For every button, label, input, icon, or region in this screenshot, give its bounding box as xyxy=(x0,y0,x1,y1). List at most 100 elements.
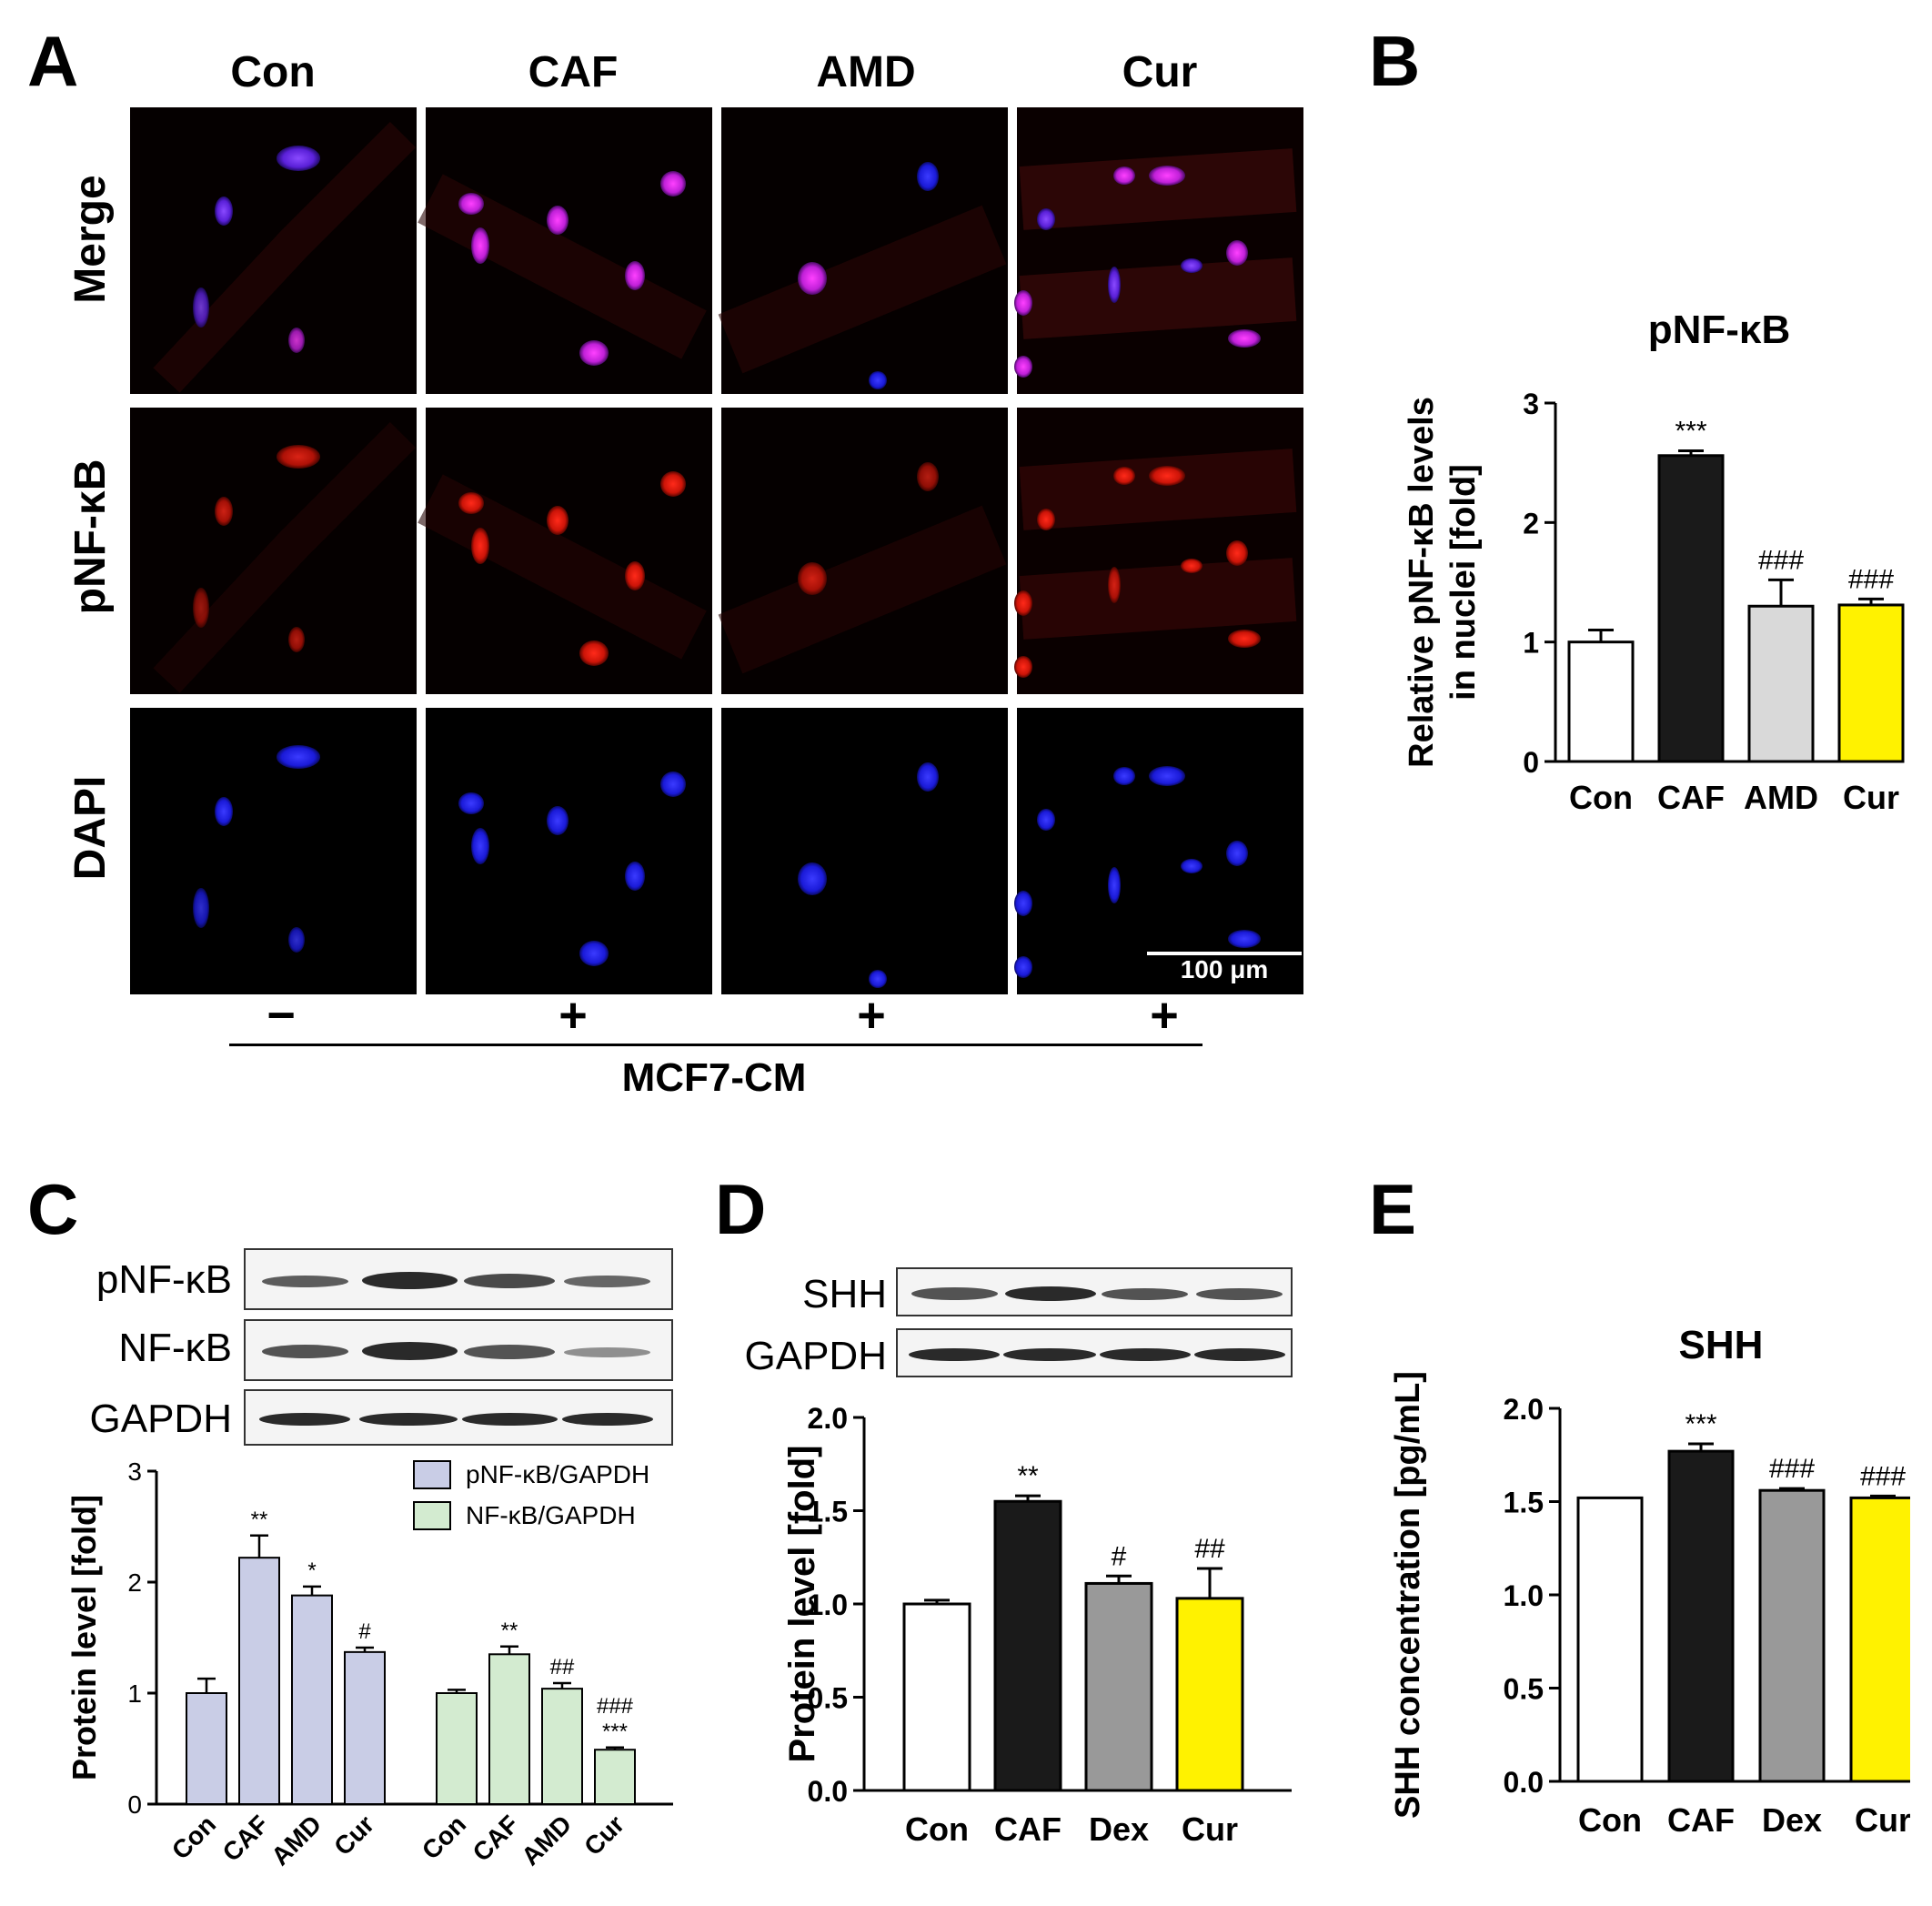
chart-c-category-label: AMD xyxy=(516,1810,577,1871)
chart-b-bar-amd xyxy=(1747,604,1815,763)
chart-d-svg: Protein level [fold] 0.0 0.5 1.0 1.5 2.0 Con **… xyxy=(782,1402,1292,1848)
tile-dapi-caf xyxy=(426,708,712,994)
chart-d-annotation: # xyxy=(1112,1541,1127,1571)
treatment-bracket-line xyxy=(229,1044,1202,1046)
chart-e-category-label: Dex xyxy=(1762,1801,1822,1839)
chart-c-bar-nfkb-con xyxy=(436,1692,478,1805)
chart-d-ytick-label: 1.5 xyxy=(808,1496,848,1528)
chart-c-category-label: CAF xyxy=(217,1810,275,1867)
chart-c-ylabel: Protein level [fold] xyxy=(65,1495,103,1780)
panel-c-letter: C xyxy=(27,1169,79,1249)
blot-d-label-shh: SHH xyxy=(802,1272,887,1316)
panel-d-letter: D xyxy=(715,1169,767,1249)
chart-e-bar-cur xyxy=(1849,1496,1917,1783)
tile-pnfkb-amd xyxy=(718,408,1008,694)
column-label-con: Con xyxy=(230,48,316,96)
blot-d-gapdh xyxy=(896,1328,1293,1377)
chart-d-category-label: CAF xyxy=(994,1810,1062,1848)
chart-b-ytick-label: 1 xyxy=(1523,627,1539,660)
chart-c-bar-nfkb-caf xyxy=(488,1653,530,1805)
chart-c-bar-pnfkb-caf xyxy=(238,1557,280,1805)
chart-c: Protein level [fold] 0 1 2 3 Con ** CAF * AMD # Cur… xyxy=(55,1447,691,1892)
row-label-pnfkb: pNF-κB xyxy=(66,459,115,615)
chart-e-category-label: Cur xyxy=(1855,1801,1910,1839)
panel-b-letter: B xyxy=(1369,21,1421,101)
treatment-sign-con: − xyxy=(267,988,296,1043)
chart-c-ytick-label: 2 xyxy=(127,1568,142,1597)
chart-e-category-label: Con xyxy=(1578,1801,1642,1839)
treatment-sign-cur: + xyxy=(1150,988,1179,1043)
chart-c-legend-swatch-pnfkb xyxy=(413,1460,451,1489)
chart-c-ytick-label: 0 xyxy=(127,1790,142,1819)
chart-c-bar-pnfkb-con xyxy=(186,1692,227,1805)
chart-e-bar-dex xyxy=(1758,1488,1826,1783)
blot-c-gapdh xyxy=(244,1389,673,1446)
chart-c-annotation: ** xyxy=(251,1508,268,1532)
chart-b-category-label: CAF xyxy=(1657,779,1725,816)
chart-b-ytick-label: 2 xyxy=(1523,507,1539,540)
chart-e-annotation: *** xyxy=(1685,1409,1716,1439)
chart-c-annotation: # xyxy=(358,1619,371,1644)
tile-dapi-cur xyxy=(1014,708,1303,994)
chart-d-ytick-label: 1.0 xyxy=(808,1588,848,1621)
chart-b-category-label: AMD xyxy=(1744,779,1818,816)
chart-d-bar-cur xyxy=(1175,1597,1244,1792)
blot-c-label-pnfkb: pNF-κB xyxy=(96,1257,232,1302)
tile-merge-caf xyxy=(418,107,712,394)
chart-d-ylabel: Protein level [fold] xyxy=(782,1446,822,1763)
chart-c-category-label: Cur xyxy=(328,1810,379,1861)
chart-e-ytick-label: 1.5 xyxy=(1504,1487,1544,1519)
chart-e-svg: SHH SHH concentration [pg/mL] 0.0 0.5 1.0 1.5… xyxy=(1389,1323,1917,1839)
tile-merge-con xyxy=(130,107,417,394)
chart-d-category-label: Cur xyxy=(1182,1810,1238,1848)
chart-d-category-label: Dex xyxy=(1089,1810,1149,1848)
chart-d: Protein level [fold] 0.0 0.5 1.0 1.5 2.0 Con **… xyxy=(728,1383,1328,1892)
panel-e-letter: E xyxy=(1369,1169,1417,1249)
treatment-sign-caf: + xyxy=(558,988,588,1043)
tile-pnfkb-caf xyxy=(418,408,712,694)
chart-b-ylabel: Relative pNF-κB levels xyxy=(1403,397,1441,768)
chart-b-annotation: *** xyxy=(1675,417,1706,447)
chart-d-annotation: ** xyxy=(1017,1461,1039,1491)
chart-e-ytick-label: 0.5 xyxy=(1504,1673,1544,1706)
scale-bar-label: 100 μm xyxy=(1180,955,1269,983)
tile-dapi-con xyxy=(130,708,417,994)
column-label-amd: AMD xyxy=(816,48,916,96)
chart-e-ytick-label: 2.0 xyxy=(1504,1393,1544,1426)
chart-c-bar-pnfkb-cur xyxy=(344,1650,386,1805)
chart-e-ytick-label: 1.0 xyxy=(1504,1579,1544,1612)
blot-c-pnfkb xyxy=(244,1248,673,1310)
chart-d-category-label: Con xyxy=(905,1810,969,1848)
chart-c-category-label: Con xyxy=(166,1810,221,1864)
chart-e-ylabel: SHH concentration [pg/mL] xyxy=(1389,1371,1427,1819)
chart-b-ytick-label: 3 xyxy=(1523,388,1539,420)
chart-e-annotation: ### xyxy=(1769,1454,1815,1484)
tile-pnfkb-cur xyxy=(1014,408,1303,694)
treatment-label: MCF7-CM xyxy=(621,1055,807,1100)
chart-e-title: SHH xyxy=(1679,1323,1764,1367)
chart-c-annotation: ## xyxy=(550,1655,575,1679)
chart-b: pNF-κB Relative pNF-κB levels in nuclei [f… xyxy=(1364,291,1910,855)
column-label-caf: CAF xyxy=(528,48,619,96)
chart-c-annotation: *** xyxy=(602,1719,628,1744)
chart-d-ytick-label: 0.0 xyxy=(808,1775,848,1808)
micrograph-images xyxy=(130,107,1303,994)
chart-d-annotation: ## xyxy=(1194,1534,1225,1564)
chart-c-annotation: ### xyxy=(597,1694,634,1719)
chart-b-ytick-label: 0 xyxy=(1523,746,1539,779)
micrograph-grid xyxy=(130,107,1303,994)
chart-c-bar-nfkb-cur xyxy=(594,1749,636,1805)
blot-d-shh xyxy=(896,1267,1293,1316)
chart-b-title: pNF-κB xyxy=(1648,308,1791,352)
chart-e: SHH SHH concentration [pg/mL] 0.0 0.5 1.0 1.5… xyxy=(1364,1301,1917,1865)
chart-c-legend-swatch-nfkb xyxy=(413,1501,451,1530)
chart-c-bar-nfkb-amd xyxy=(541,1688,583,1805)
blot-c-nfkb xyxy=(244,1319,673,1381)
chart-c-svg: Protein level [fold] 0 1 2 3 Con ** CAF * AMD # Cur… xyxy=(65,1457,673,1871)
treatment-sign-amd: + xyxy=(857,988,886,1043)
chart-c-ytick-label: 3 xyxy=(127,1457,142,1486)
chart-b-annotation: ### xyxy=(1758,545,1804,575)
chart-e-category-label: CAF xyxy=(1667,1801,1735,1839)
chart-d-bar-dex xyxy=(1084,1581,1153,1792)
chart-c-category-label: AMD xyxy=(266,1810,327,1871)
